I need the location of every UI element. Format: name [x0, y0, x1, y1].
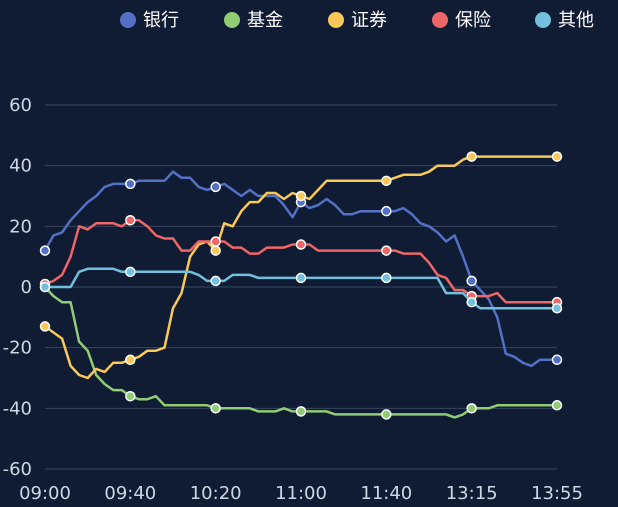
legend-marker-icon	[432, 12, 448, 28]
y-tick-label: -20	[3, 338, 32, 359]
data-point[interactable]	[381, 205, 392, 217]
data-point[interactable]	[466, 403, 477, 414]
data-point[interactable]	[295, 406, 307, 417]
data-point[interactable]	[125, 354, 136, 366]
x-tick-label: 09:40	[104, 483, 156, 504]
y-tick-label: 20	[9, 216, 32, 237]
x-tick-label: 13:15	[446, 483, 498, 504]
data-point[interactable]	[381, 409, 392, 420]
data-point[interactable]	[295, 239, 307, 250]
legend-marker-icon	[120, 12, 136, 28]
y-axis: 60 40 20 0 -20 -40 -60	[3, 95, 32, 480]
series-保险	[39, 215, 563, 308]
x-tick-label: 10:20	[190, 483, 242, 504]
data-point[interactable]	[125, 390, 136, 402]
data-point[interactable]	[125, 266, 136, 278]
data-point[interactable]	[125, 178, 136, 190]
data-point[interactable]	[381, 245, 392, 256]
legend-label: 保险	[455, 10, 491, 31]
series-证券	[39, 151, 563, 380]
y-tick-label: 0	[21, 277, 32, 298]
series-基金	[39, 281, 563, 420]
legend-item[interactable]: 证券	[328, 10, 387, 31]
legend-marker-icon	[224, 12, 240, 28]
y-tick-label: 60	[9, 95, 32, 116]
data-point[interactable]	[295, 272, 307, 284]
y-tick-label: -60	[3, 459, 32, 480]
data-point[interactable]	[466, 275, 477, 287]
y-tick-label: -40	[3, 398, 32, 419]
x-tick-label: 11:00	[275, 483, 327, 504]
data-point[interactable]	[39, 245, 51, 256]
legend-item[interactable]: 其他	[535, 10, 594, 31]
data-point[interactable]	[210, 236, 221, 247]
legend-label: 基金	[247, 10, 283, 31]
data-point[interactable]	[466, 296, 477, 308]
data-point[interactable]	[210, 403, 221, 414]
data-point[interactable]	[551, 354, 563, 366]
data-point[interactable]	[466, 151, 477, 162]
legend-marker-icon	[328, 12, 344, 28]
data-point[interactable]	[381, 175, 392, 187]
series-line	[44, 286, 557, 419]
x-tick-label: 11:40	[360, 483, 412, 504]
x-tick-label: 09:00	[19, 483, 71, 504]
y-tick-label: 40	[9, 156, 32, 177]
series-其他	[39, 266, 563, 314]
x-tick-label: 13:55	[531, 483, 583, 504]
data-point[interactable]	[295, 190, 307, 202]
data-point[interactable]	[551, 302, 563, 314]
legend-label: 其他	[558, 10, 594, 31]
series-line	[44, 155, 557, 380]
data-point[interactable]	[210, 245, 221, 256]
legend-label: 证券	[351, 10, 387, 31]
data-point[interactable]	[381, 272, 392, 284]
data-point[interactable]	[551, 400, 563, 411]
data-point[interactable]	[210, 181, 221, 193]
data-point[interactable]	[39, 281, 51, 293]
legend-item[interactable]: 银行	[120, 10, 179, 31]
x-axis: 09:00 09:40 10:20 11:00 11:40 13:15 13:55	[19, 483, 583, 504]
legend-marker-icon	[535, 12, 551, 28]
legend-label: 银行	[143, 10, 179, 31]
legend-item[interactable]: 保险	[432, 10, 491, 31]
legend: 银行 基金 证券 保险 其他	[120, 10, 594, 31]
data-point[interactable]	[39, 321, 51, 332]
legend-item[interactable]: 基金	[224, 10, 283, 31]
data-point[interactable]	[210, 275, 221, 287]
plot-area	[39, 151, 563, 420]
data-point[interactable]	[551, 151, 563, 162]
data-point[interactable]	[125, 215, 136, 226]
